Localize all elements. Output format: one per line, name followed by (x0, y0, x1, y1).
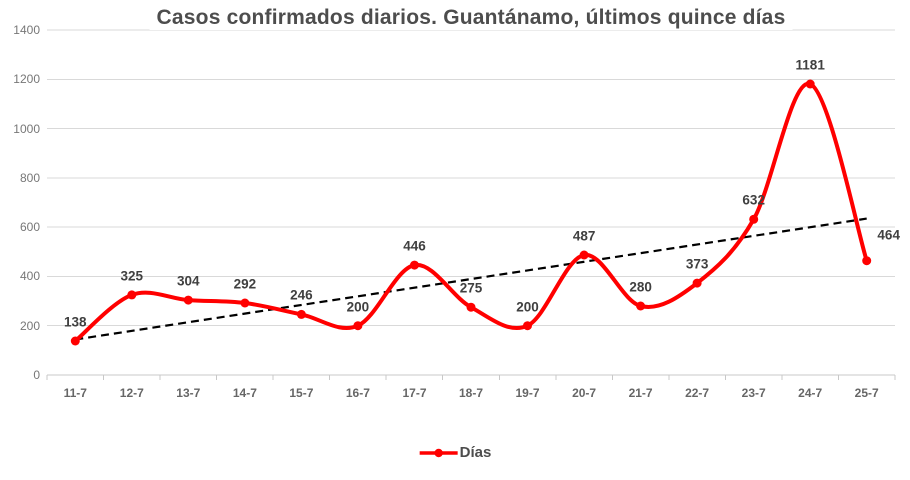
data-point-label: 373 (685, 256, 709, 272)
data-point-marker (240, 298, 250, 308)
data-point-label: 487 (572, 228, 596, 244)
data-point-label: 275 (459, 280, 483, 296)
data-point-label: 200 (346, 299, 370, 315)
x-tick-label: 25-7 (854, 386, 879, 400)
data-point-marker (862, 256, 872, 266)
x-tick-label: 12-7 (119, 386, 144, 400)
legend-label: Días (459, 444, 492, 461)
y-tick-label: 1400 (13, 23, 40, 37)
data-point-marker (636, 301, 646, 311)
x-tick-label: 14-7 (232, 386, 257, 400)
data-point-marker (70, 336, 80, 346)
x-tick-label: 22-7 (685, 386, 710, 400)
y-tick-label: 1200 (13, 72, 40, 87)
data-point-label: 464 (877, 227, 900, 243)
y-tick-label: 0 (33, 368, 40, 382)
legend-line-marker-icon (419, 448, 458, 457)
data-point-marker (353, 321, 363, 331)
x-tick-label: 23-7 (741, 386, 766, 400)
data-point-marker (183, 295, 193, 305)
data-point-marker (410, 260, 419, 270)
data-point-marker (523, 321, 532, 331)
x-tick-label: 17-7 (402, 386, 427, 400)
data-point-marker (296, 309, 306, 319)
data-point-label: 632 (742, 192, 765, 208)
y-tick-label: 600 (19, 220, 40, 235)
x-tick-label: 21-7 (628, 386, 653, 400)
x-tick-label: 15-7 (289, 386, 314, 400)
x-tick-label: 24-7 (798, 386, 823, 400)
data-point-label: 446 (403, 238, 426, 254)
data-point-marker (749, 214, 759, 224)
data-point-marker (805, 79, 815, 89)
data-point-label: 280 (629, 279, 652, 295)
x-tick-label: 19-7 (515, 386, 540, 400)
data-point-marker (466, 302, 476, 312)
x-tick-label: 11-7 (63, 386, 87, 400)
data-point-marker (579, 250, 589, 260)
x-tick-label: 13-7 (176, 386, 201, 400)
data-point-marker (692, 278, 702, 288)
data-point-label: 292 (233, 276, 257, 292)
data-point-label: 1181 (795, 57, 825, 73)
x-tick-label: 16-7 (345, 386, 370, 400)
data-point-label: 325 (120, 268, 144, 284)
x-tick-label: 18-7 (458, 386, 484, 400)
data-point-label: 200 (516, 299, 539, 315)
y-tick-label: 800 (19, 170, 40, 185)
data-point-label: 304 (177, 273, 200, 289)
y-tick-label: 200 (19, 318, 40, 333)
legend: Días (419, 444, 492, 461)
y-tick-label: 1000 (13, 121, 40, 136)
data-point-marker (127, 290, 137, 300)
data-point-label: 246 (290, 287, 313, 303)
x-tick-label: 20-7 (572, 386, 597, 400)
data-point-label: 138 (64, 314, 87, 330)
series-line (73, 81, 869, 343)
trendline (75, 217, 867, 341)
chart-title: Casos confirmados diarios. Guantánamo, ú… (149, 6, 793, 30)
y-tick-label: 400 (19, 269, 40, 284)
